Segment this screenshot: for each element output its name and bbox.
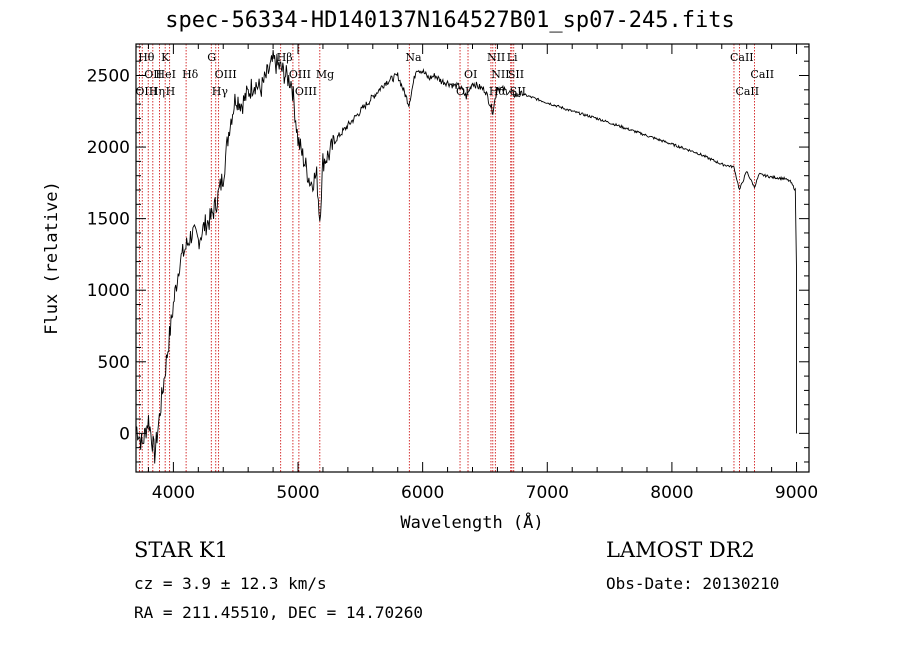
line-label: HeI xyxy=(156,68,176,81)
line-label: OIII xyxy=(215,68,237,81)
y-tick-label: 1500 xyxy=(87,210,130,230)
obs-date: Obs-Date: 20130210 xyxy=(606,574,780,593)
survey-name: LAMOST DR2 xyxy=(606,538,755,562)
line-label: OIII xyxy=(135,85,157,98)
x-axis-label: Wavelength (Å) xyxy=(400,511,543,533)
line-label: Li xyxy=(507,51,518,64)
x-tick-label: 7000 xyxy=(526,483,569,503)
line-label: Hθ xyxy=(138,51,155,64)
line-label: CaII xyxy=(750,68,774,81)
x-tick-label: 9000 xyxy=(775,483,818,503)
line-label: OI xyxy=(456,85,469,98)
line-label: Hδ xyxy=(182,68,199,81)
line-label: Hη xyxy=(149,85,165,98)
line-label: Na xyxy=(405,51,422,64)
line-label: Hγ xyxy=(212,85,229,98)
line-label: Mg xyxy=(316,68,334,81)
line-label: SII xyxy=(508,68,524,81)
line-label: OIII xyxy=(289,68,311,81)
x-tick-label: 4000 xyxy=(152,483,195,503)
y-tick-label: 2500 xyxy=(87,66,130,86)
y-tick-label: 2000 xyxy=(87,138,130,158)
y-tick-label: 1000 xyxy=(87,281,130,301)
line-label: CaII xyxy=(735,85,759,98)
y-axis-label: Flux (relative) xyxy=(42,181,62,335)
line-label: Hβ xyxy=(277,51,293,64)
spectrum-series xyxy=(135,49,797,464)
ra-dec: RA = 211.45510, DEC = 14.70260 xyxy=(134,603,423,622)
redshift-cz: cz = 3.9 ± 12.3 km/s xyxy=(134,574,327,593)
object-class: STAR K1 xyxy=(134,538,228,562)
line-label: Hα xyxy=(489,85,507,98)
line-label: G xyxy=(207,51,216,64)
y-tick-label: 500 xyxy=(98,353,130,373)
line-label: OI xyxy=(464,68,477,81)
line-label: K xyxy=(161,51,170,64)
line-label: CaII xyxy=(730,51,754,64)
line-labels: HθOIIOIIIHηHeIKHHδGHγOIIIHβOIIIOIIIMgNaO… xyxy=(135,51,774,98)
line-label: NII xyxy=(491,68,509,81)
x-tick-label: 6000 xyxy=(401,483,444,503)
line-label: OIII xyxy=(295,85,317,98)
x-tick-label: 5000 xyxy=(276,483,319,503)
y-tick-label: 0 xyxy=(119,424,130,444)
line-label: OII xyxy=(144,68,162,81)
line-label: NII xyxy=(487,51,505,64)
y-axis-ticks: 0 500 1000 1500 2000 2500 xyxy=(87,46,809,463)
line-label: SII xyxy=(510,85,526,98)
line-markers xyxy=(138,44,755,472)
line-label: H xyxy=(166,85,176,98)
x-axis-ticks: 4000 5000 6000 7000 8000 9000 xyxy=(147,44,818,503)
x-tick-label: 8000 xyxy=(650,483,693,503)
chart-title: spec-56334-HD140137N164527B01_sp07-245.f… xyxy=(165,8,735,33)
spectrum-line xyxy=(135,49,797,464)
